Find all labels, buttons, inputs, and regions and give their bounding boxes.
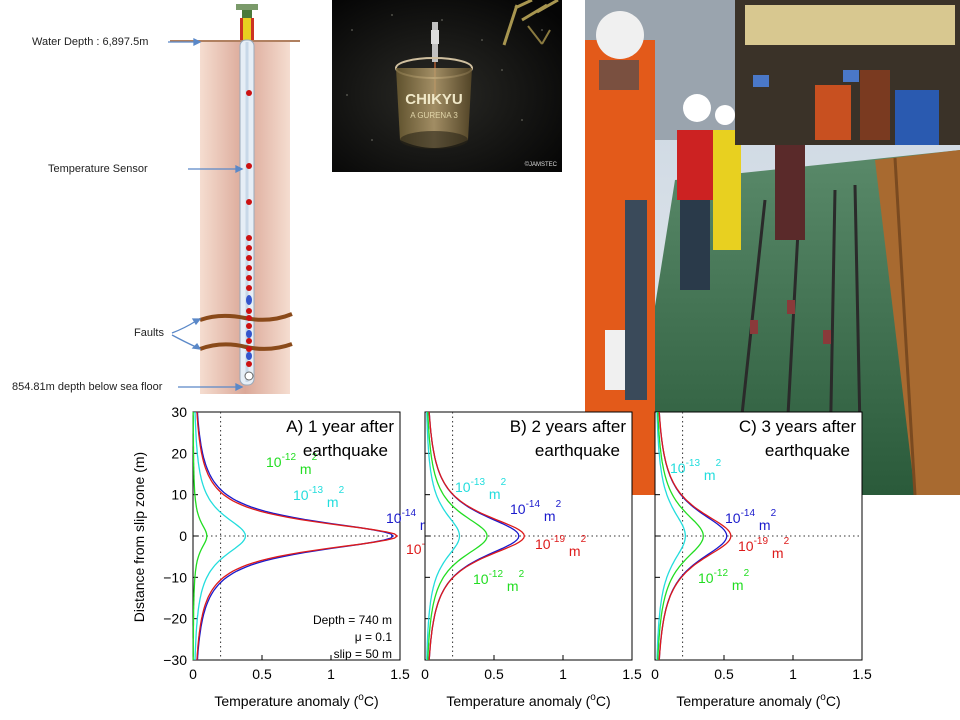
y-tick-label: 10: [171, 487, 187, 503]
chikyu-text: CHIKYU: [405, 91, 463, 108]
x-axis-label: Temperature anomaly (oC): [676, 692, 840, 709]
series-line-k1e13: [656, 411, 687, 661]
x-tick-label: 0: [651, 666, 659, 682]
y-tick-label: 20: [171, 445, 187, 461]
series-line-k1e19: [658, 411, 732, 661]
chart-panel-b: 0 0.5 1 1.5 10-13 m2 10-12 m2 10-14 m2 10-19 m2…: [421, 411, 642, 709]
series-label-k1e13: 10-13 m2: [670, 458, 722, 483]
panel-annotation: Depth = 740 m: [313, 613, 392, 627]
series-label-k1e12: 10-12 m2: [473, 569, 525, 594]
series-label-k1e19: 10-19 m2: [738, 536, 790, 561]
series-label-k1e14: 10-14 m2: [725, 508, 777, 533]
x-tick-label: 1: [327, 666, 335, 682]
y-tick-label: −10: [163, 569, 187, 585]
series-label-k1e13: 10-13 m2: [293, 485, 345, 510]
x-tick-label: 0: [421, 666, 429, 682]
panel-subtitle: earthquake: [303, 441, 388, 460]
series-line-k1e19: [196, 411, 399, 661]
x-tick-label: 0.5: [252, 666, 272, 682]
panel-title: C) 3 years after: [739, 417, 856, 436]
temperature-sensors: [244, 90, 254, 381]
fault-line-upper: [199, 312, 293, 322]
series-label-k1e12: 10-12 m2: [698, 568, 750, 593]
bottom-depth-label: 854.81m depth below sea floor: [12, 381, 163, 393]
y-tick-label: −20: [163, 611, 187, 627]
x-tick-label: 1: [559, 666, 567, 682]
panel-subtitle: earthquake: [535, 441, 620, 460]
x-tick-label: 1.5: [390, 666, 410, 682]
panel-annotation: slip = 50 m: [334, 647, 392, 661]
series-line-k1e14: [196, 411, 395, 661]
series-label-k1e13: 10-13 m2: [455, 477, 507, 502]
chart-panel-a: 0 0.5 1 1.5 30 20 10 0 −10 −20 −30 10-12 m2 10-13 m2…: [163, 405, 457, 709]
series-label-k1e12: 10-12 m2: [266, 452, 318, 477]
panel-title: A) 1 year after: [286, 417, 394, 436]
y-tick-label: −30: [163, 652, 187, 668]
x-tick-label: 0.5: [714, 666, 734, 682]
x-axis-label: Temperature anomaly (oC): [214, 692, 378, 709]
borehole-diagram: [168, 4, 300, 394]
x-tick-label: 0: [189, 666, 197, 682]
x-tick-label: 1: [789, 666, 797, 682]
fault-line-lower: [199, 342, 293, 351]
series-line-k1e13: [426, 412, 461, 660]
label-arrows: [168, 37, 244, 392]
temperature-sensor-label: Temperature Sensor: [48, 163, 148, 175]
x-axis-label: Temperature anomaly (oC): [446, 692, 610, 709]
jamstec-credit: ©JAMSTEC: [524, 162, 557, 168]
series-line-k1e12: [657, 411, 704, 661]
cup-text: A GURENA 3: [410, 111, 458, 120]
seafloor-photo: CHIKYU A GURENA 3 ©JAMSTEC: [332, 0, 562, 172]
water-depth-label: Water Depth : 6,897.5m: [32, 36, 149, 48]
series-line-k1e13: [194, 411, 247, 661]
series-label-k1e14: 10-14 m2: [510, 499, 562, 524]
temperature-charts: Distance from slip zone (m) 0 0.5 1 1.5 30 20…: [131, 405, 872, 709]
series-label-k1e19: 10-19 m2: [535, 534, 587, 559]
panel-subtitle: earthquake: [765, 441, 850, 460]
series-line-k1e19: [428, 411, 526, 661]
y-axis-label: Distance from slip zone (m): [131, 452, 147, 622]
ship-deck-photo: [585, 0, 960, 495]
series-line-k1e12: [192, 412, 208, 660]
series-line-k1e12: [427, 411, 488, 661]
x-tick-label: 1.5: [852, 666, 872, 682]
y-tick-label: 30: [171, 405, 187, 420]
panel-title: B) 2 years after: [510, 417, 627, 436]
y-tick-label: 0: [179, 528, 187, 544]
panel-annotation: μ = 0.1: [355, 630, 393, 644]
wellhead-icon: [236, 4, 258, 40]
chart-panel-c: 0 0.5 1 1.5 10-13 m2 10-12 m2 10-14 m2 10-19 m2…: [651, 411, 872, 709]
x-tick-label: 1.5: [622, 666, 642, 682]
x-tick-label: 0.5: [484, 666, 504, 682]
faults-label: Faults: [134, 327, 164, 339]
